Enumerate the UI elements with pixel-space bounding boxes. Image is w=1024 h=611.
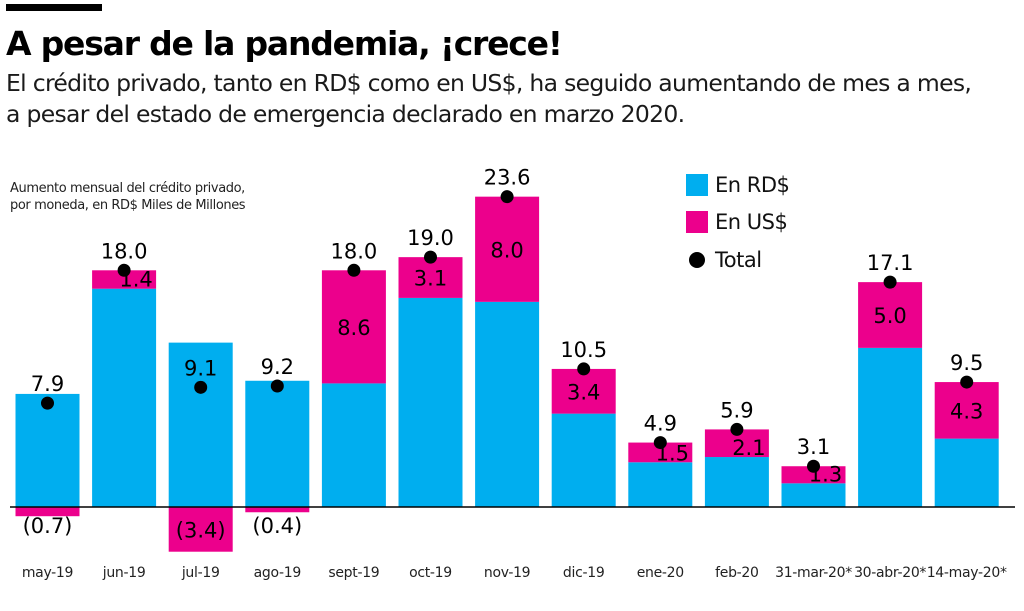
x-tick-label: may-19 [22,565,73,581]
legend-item-rd: En RD$ [686,172,790,198]
bar-rd-31-mar-20* [781,483,846,507]
total-dot [653,436,667,450]
legend-item-us: En US$ [686,209,788,235]
us-value-label: (0.7) [23,514,73,538]
bar-us-ago-19 [245,507,310,513]
total-dot [41,396,54,410]
legend-label-rd: En RD$ [715,173,790,197]
subtitle-line-1: El crédito privado, tanto en RD$ como en… [6,69,972,97]
legend-label-total: Total [715,248,762,272]
us-value-label: (0.4) [252,514,302,538]
bar-rd-may-19 [15,393,80,507]
bar-rd-feb-20 [704,457,769,507]
total-dot [117,263,131,277]
legend-dot-total [689,252,705,268]
x-tick-label: 14-may-20* [927,565,1007,581]
total-value-label: 23.6 [484,166,531,190]
x-tick-label: jun-19 [102,565,146,581]
bar-us-nov-19 [475,196,540,302]
x-tick-label: nov-19 [484,565,530,581]
x-tick-label: 31-mar-20* [775,565,852,581]
legend-swatch-us [686,211,708,233]
total-value-label: 7.9 [31,372,64,396]
bar-rd-ago-19 [245,380,310,507]
bar-rd-sept-19 [321,383,386,507]
us-value-label: 5.0 [873,304,906,328]
total-value-label: 5.9 [720,398,753,422]
total-value-label: 18.0 [101,239,148,263]
bar-rd-oct-19 [398,297,463,507]
total-dot [730,422,744,436]
bar-us-sept-19 [321,270,386,384]
total-value-label: 18.0 [331,239,378,263]
bar-rd-jul-19 [168,342,233,507]
total-dot [960,375,974,389]
bar-rd-jun-19 [92,288,157,507]
x-tick-label: oct-19 [409,565,452,581]
bar-rd-30-abr-20* [858,347,923,507]
total-value-label: 17.1 [867,251,914,275]
total-value-label: 3.1 [797,435,830,459]
labels-layer: (0.7)7.9may-191.418.0jun-19(3.4)9.1jul-1… [22,166,1007,581]
total-value-label: 10.5 [560,338,607,362]
subtitle-line-2: a pesar del estado de emergencia declara… [6,100,685,128]
bar-rd-dic-19 [551,413,616,507]
bar-us-30-abr-20* [858,282,923,348]
bar-us-31-mar-20* [781,466,846,484]
total-dot [424,250,437,264]
bar-us-jul-19 [168,507,233,552]
us-value-label: (3.4) [176,518,226,542]
total-dot [883,275,897,289]
x-tick-label: jul-19 [181,565,220,581]
bars-layer [15,196,999,552]
us-value-label: 8.6 [337,316,370,340]
us-value-label: 2.1 [732,436,765,460]
x-tick-label: sept-19 [328,565,379,581]
total-value-label: 9.1 [184,356,217,380]
chart-description: Aumento mensual del crédito privado, por… [10,180,310,214]
legend-label-us: En US$ [715,210,788,234]
legend-item-total: Total [686,247,762,273]
x-tick-label: dic-19 [563,565,605,581]
total-dot [194,380,208,394]
bar-us-oct-19 [398,257,463,298]
total-dot [347,263,361,277]
legend-swatch-rd [686,174,708,196]
total-value-label: 4.9 [644,412,677,436]
bar-us-14-may-20* [934,382,999,439]
total-value-label: 19.0 [407,226,454,250]
us-value-label: 8.0 [490,238,523,262]
chart-title: A pesar de la pandemia, ¡crece! [6,24,563,63]
x-tick-label: feb-20 [715,565,759,581]
description-line-2: por moneda, en RD$ Miles de Millones [10,198,246,213]
bar-us-ene-20 [628,442,693,463]
x-tick-label: ene-20 [637,565,684,581]
legend: En RD$ En US$ Total [686,168,846,283]
bar-rd-nov-19 [475,301,540,507]
bar-us-may-19 [15,507,80,517]
bar-rd-14-may-20* [934,438,999,507]
total-dot [270,379,284,393]
description-line-1: Aumento mensual del crédito privado, [10,181,245,196]
total-dot [500,190,514,204]
bar-us-jun-19 [92,270,157,289]
total-value-label: 9.5 [950,351,983,375]
total-value-label: 9.2 [261,355,294,379]
chart-subtitle: El crédito privado, tanto en RD$ como en… [6,68,1016,130]
us-value-label: 4.3 [950,399,983,423]
bar-rd-ene-20 [628,462,693,507]
bar-us-dic-19 [551,368,616,414]
total-dot [577,362,591,376]
title-accent-bar [6,4,102,11]
x-tick-label: 30-abr-20* [854,565,926,581]
total-dot [807,459,820,473]
x-tick-label: ago-19 [254,565,301,581]
us-value-label: 3.4 [567,380,600,404]
us-value-label: 3.1 [414,267,447,291]
